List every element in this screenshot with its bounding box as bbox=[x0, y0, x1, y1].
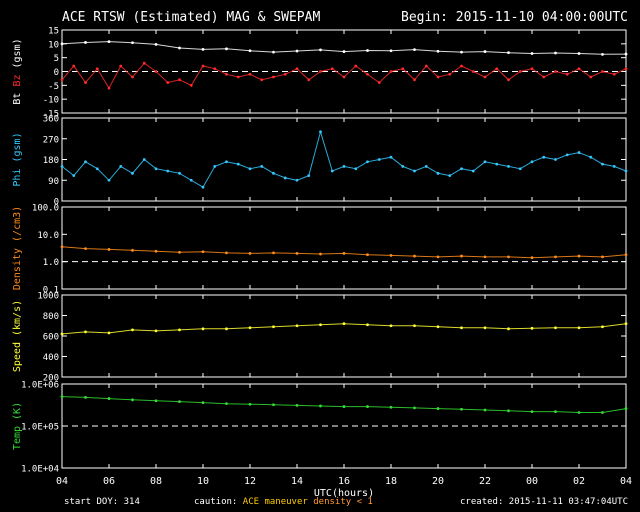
y-axis-label-phi: Phi (gsm) bbox=[12, 132, 23, 186]
panel-frame-density bbox=[61, 206, 627, 290]
data-point-density bbox=[60, 245, 64, 249]
data-point-temp bbox=[624, 407, 628, 410]
y-tick-label-speed: 800 bbox=[43, 312, 59, 322]
data-point-speed bbox=[60, 332, 64, 336]
y-tick-label-speed: 400 bbox=[43, 353, 59, 363]
start-doy: start DOY: 314 bbox=[64, 497, 140, 507]
x-tick-label: 02 bbox=[573, 476, 585, 487]
begin-time: Begin: 2015-11-10 04:00:00UTC bbox=[401, 10, 628, 25]
x-tick-label: 14 bbox=[291, 476, 303, 487]
caution-density: density < 1 bbox=[313, 497, 373, 507]
data-point-bt bbox=[624, 52, 628, 56]
y-tick-label-phi: 0 bbox=[54, 198, 59, 208]
y-axis-label-part: Temp (K) bbox=[12, 402, 23, 450]
y-tick-label-temp: 1.0E+04 bbox=[21, 465, 59, 475]
y-axis-label-part: Bz bbox=[12, 75, 23, 93]
y-tick-label-speed: 1000 bbox=[37, 292, 59, 302]
data-point-bt bbox=[60, 42, 64, 46]
y-tick-label-density: 0.1 bbox=[43, 286, 59, 296]
y-axis-label-part: (gsm) bbox=[12, 38, 23, 74]
x-tick-label: 22 bbox=[479, 476, 491, 487]
caution-label: caution: bbox=[194, 497, 238, 507]
y-tick-label-speed: 600 bbox=[43, 333, 59, 343]
y-axis-label-part: Bt bbox=[12, 93, 23, 105]
created-time: created: 2015-11-11 03:47:04UTC bbox=[460, 497, 628, 507]
x-tick-label: 06 bbox=[103, 476, 115, 487]
y-tick-label-density: 100.0 bbox=[32, 204, 59, 214]
y-axis-label-part: Density (/cm3) bbox=[12, 206, 23, 290]
y-tick-label-phi: 270 bbox=[43, 135, 59, 145]
y-axis-label-part: Phi (gsm) bbox=[12, 132, 23, 186]
x-tick-label: 04 bbox=[56, 476, 68, 487]
series-trace-temp bbox=[61, 396, 627, 413]
y-tick-label-mag: 15 bbox=[48, 27, 59, 37]
series-trace-density bbox=[61, 246, 627, 259]
y-axis-label-speed: Speed (km/s) bbox=[12, 300, 23, 372]
x-tick-label: 08 bbox=[150, 476, 162, 487]
y-tick-label-mag: -10 bbox=[43, 96, 59, 106]
x-tick-label: 16 bbox=[338, 476, 350, 487]
x-tick-label: 00 bbox=[526, 476, 538, 487]
y-axis-label-part: Speed (km/s) bbox=[12, 300, 23, 372]
y-tick-label-density: 1.0 bbox=[43, 258, 59, 268]
y-tick-label-speed: 200 bbox=[43, 374, 59, 384]
y-tick-label-phi: 180 bbox=[43, 156, 59, 166]
chart-title: ACE RTSW (Estimated) MAG & SWEPAM bbox=[62, 10, 321, 25]
y-tick-label-mag: 10 bbox=[48, 40, 59, 50]
panel-frame-phi bbox=[61, 117, 627, 202]
y-axis-label-mag: Bt Bz (gsm) bbox=[12, 38, 23, 104]
caution-maneuver: ACE maneuver bbox=[242, 497, 308, 507]
panel-frame-speed bbox=[61, 294, 627, 378]
data-point-density bbox=[624, 253, 628, 257]
y-tick-label-temp: 1.0E+05 bbox=[21, 423, 59, 433]
y-tick-label-mag: -15 bbox=[43, 110, 59, 120]
y-axis-label-temp: Temp (K) bbox=[12, 402, 23, 450]
x-tick-label: 10 bbox=[197, 476, 209, 487]
y-tick-label-mag: -5 bbox=[48, 82, 59, 92]
y-tick-label-temp: 1.0E+06 bbox=[21, 381, 59, 391]
x-axis-label: UTC(hours) bbox=[314, 488, 374, 499]
y-tick-label-mag: 5 bbox=[54, 54, 59, 64]
y-axis-label-density: Density (/cm3) bbox=[12, 206, 23, 290]
y-tick-label-phi: 360 bbox=[43, 115, 59, 125]
series-trace-phi bbox=[61, 129, 627, 188]
series-trace-bz bbox=[61, 62, 627, 90]
y-tick-label-phi: 90 bbox=[48, 177, 59, 187]
y-tick-label-density: 10.0 bbox=[37, 231, 59, 241]
series-trace-speed bbox=[61, 323, 627, 335]
x-tick-label: 18 bbox=[385, 476, 397, 487]
x-tick-label: 12 bbox=[244, 476, 256, 487]
series-trace-bt bbox=[61, 41, 627, 55]
x-tick-label: 20 bbox=[432, 476, 444, 487]
y-tick-label-mag: 0 bbox=[54, 68, 59, 78]
caution-note: caution: ACE maneuver density < 1 bbox=[194, 497, 373, 507]
x-tick-label: 04 bbox=[620, 476, 632, 487]
